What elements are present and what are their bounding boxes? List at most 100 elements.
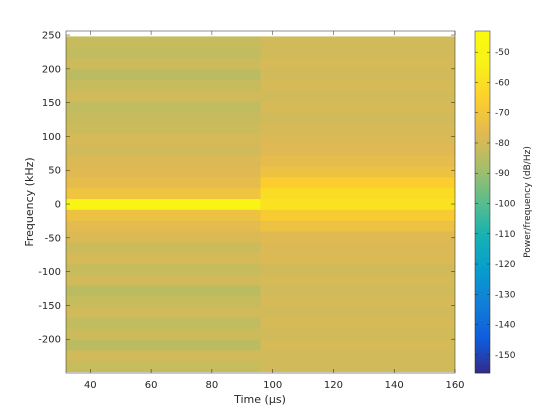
- colorbar-segment: [475, 73, 490, 76]
- colorbar-segment: [475, 139, 490, 142]
- colorbar-segment: [475, 165, 490, 168]
- colorbar-segment: [475, 43, 490, 46]
- colorbar-segment: [475, 281, 490, 284]
- x-tick-label: 60: [145, 380, 158, 391]
- colorbar-segment: [475, 85, 490, 88]
- x-tick-label: 120: [324, 380, 343, 391]
- colorbar-segment: [475, 239, 490, 242]
- heatmap-cell: [66, 166, 261, 178]
- colorbar-segment: [475, 95, 490, 98]
- colorbar-segment: [475, 241, 490, 244]
- colorbar-tick-label: -50: [495, 48, 510, 58]
- colorbar-segment: [475, 275, 490, 278]
- colorbar-segment: [475, 253, 490, 256]
- heatmap-cell: [260, 285, 455, 297]
- colorbar-segment: [475, 289, 490, 292]
- colorbar-segment: [475, 333, 490, 336]
- colorbar-segment: [475, 189, 490, 192]
- colorbar-segment: [475, 99, 490, 102]
- heatmap-cell: [260, 263, 455, 275]
- y-tick-label: 50: [48, 166, 61, 177]
- colorbar-segment: [475, 167, 490, 170]
- colorbar-segment: [475, 61, 490, 64]
- colorbar-segment: [475, 107, 490, 110]
- colorbar-segment: [475, 181, 490, 184]
- x-axis-label: Time (μs): [233, 393, 286, 406]
- colorbar-segment: [475, 349, 490, 352]
- y-tick-label: 100: [42, 132, 61, 143]
- colorbar-segment: [475, 109, 490, 112]
- colorbar-segment: [475, 131, 490, 134]
- colorbar-tick-label: -70: [495, 109, 510, 119]
- colorbar-segment: [475, 211, 490, 214]
- colorbar-segment: [475, 153, 490, 156]
- colorbar-segment: [475, 69, 490, 72]
- colorbar-segment: [475, 293, 490, 296]
- heatmap-cell: [260, 274, 455, 286]
- colorbar-segment: [475, 259, 490, 262]
- colorbar-segment: [475, 279, 490, 282]
- colorbar-segment: [475, 299, 490, 302]
- heatmap-cell: [260, 112, 455, 124]
- colorbar-segment: [475, 193, 490, 196]
- colorbar-segment: [475, 161, 490, 164]
- colorbar-segment: [475, 35, 490, 38]
- colorbar-segment: [475, 183, 490, 186]
- colorbar-tick-label: -60: [495, 78, 510, 88]
- y-tick-label: -150: [38, 301, 61, 312]
- heatmap-cell: [66, 79, 261, 91]
- heatmap-cell: [66, 198, 261, 210]
- y-tick-label: -100: [38, 267, 61, 278]
- colorbar-segment: [475, 339, 490, 342]
- colorbar: [475, 31, 490, 374]
- colorbar-segment: [475, 285, 490, 288]
- colorbar-segment: [475, 205, 490, 208]
- colorbar-segment: [475, 79, 490, 82]
- colorbar-segment: [475, 129, 490, 132]
- colorbar-segment: [475, 83, 490, 86]
- colorbar-segment: [475, 91, 490, 94]
- colorbar-segment: [475, 307, 490, 310]
- colorbar-segment: [475, 261, 490, 264]
- heatmap-cell: [66, 220, 261, 232]
- heatmap-cell: [260, 187, 455, 200]
- colorbar-segment: [475, 71, 490, 74]
- colorbar-segment: [475, 75, 490, 78]
- heatmap-cell: [66, 187, 261, 200]
- colorbar-segment: [475, 319, 490, 322]
- colorbar-segment: [475, 325, 490, 328]
- colorbar-segment: [475, 155, 490, 158]
- colorbar-tick-label: -120: [495, 260, 516, 270]
- colorbar-label: Power/frequency (dB/Hz): [523, 146, 533, 258]
- colorbar-segment: [475, 113, 490, 116]
- colorbar-segment: [475, 305, 490, 308]
- colorbar-segment: [475, 97, 490, 100]
- colorbar-segment: [475, 277, 490, 280]
- plot-frame: [65, 30, 456, 374]
- colorbar-frame: [474, 30, 491, 374]
- heatmap-cell: [260, 350, 455, 362]
- colorbar-segment: [475, 179, 490, 182]
- colorbar-segment: [475, 39, 490, 42]
- colorbar-tick-label: -90: [495, 169, 510, 179]
- heatmap-cell: [66, 36, 261, 48]
- x-axis: 40 60 80 100 120 140 160: [84, 31, 465, 391]
- colorbar-segment: [475, 65, 490, 68]
- heatmap-cell: [66, 47, 261, 59]
- colorbar-segment: [475, 53, 490, 56]
- x-tick-label: 100: [263, 380, 282, 391]
- heatmap-cell: [260, 198, 455, 210]
- heatmap-cell: [66, 274, 261, 286]
- colorbar-segment: [475, 133, 490, 136]
- heatmap-cell: [260, 339, 455, 351]
- colorbar-segment: [475, 311, 490, 314]
- heatmap-cell: [66, 176, 261, 189]
- colorbar-segment: [475, 315, 490, 318]
- y-tick-label: -50: [45, 233, 61, 244]
- colorbar-segment: [475, 81, 490, 84]
- heatmap-cell: [260, 241, 455, 254]
- spectrogram-plot-area: [66, 36, 455, 373]
- y-tick-label: -200: [38, 335, 61, 346]
- colorbar-segment: [475, 229, 490, 232]
- heatmap-cell: [66, 360, 261, 373]
